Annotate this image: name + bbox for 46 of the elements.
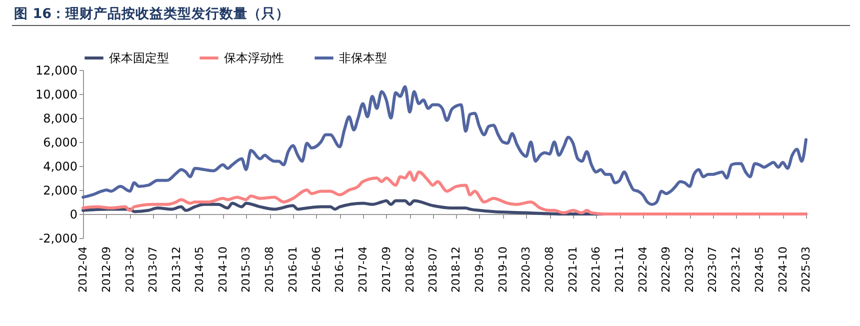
x-tick-label: 2018-12 (450, 246, 463, 292)
x-tick-label: 2019-05 (472, 246, 486, 292)
x-tick-label: 2015-03 (240, 246, 253, 292)
legend-label: 非保本型 (339, 51, 387, 65)
line-series (82, 85, 808, 206)
x-tick-label: 2014-10 (216, 246, 230, 292)
x-tick-label: 2023-12 (730, 246, 743, 292)
x-tick-label: 2021-06 (590, 246, 603, 292)
x-tick-label: 2016-11 (333, 246, 346, 292)
x-tick-label: 2012-04 (76, 246, 90, 292)
y-tick-label: -2,000 (38, 232, 78, 246)
x-tick-label: 2022-04 (636, 246, 650, 292)
y-tick-label: 12,000 (36, 64, 78, 78)
x-tick-label: 2013-12 (170, 246, 183, 292)
y-tick-label: 4,000 (43, 160, 78, 174)
x-tick-label: 2016-01 (286, 246, 300, 292)
y-tick-label: 10,000 (36, 88, 78, 102)
line-series (82, 170, 808, 216)
x-tick-label: 2012-09 (100, 246, 113, 292)
x-tick-label: 2018-07 (426, 246, 440, 292)
x-tick-label: 2015-08 (263, 246, 276, 292)
y-tick-label: 8,000 (43, 112, 78, 126)
x-tick-label: 2013-02 (123, 246, 136, 292)
y-tick-label: 6,000 (43, 136, 78, 150)
x-tick-label: 2024-05 (752, 246, 766, 292)
x-tick-label: 2024-10 (776, 246, 790, 292)
x-tick-label: 2023-02 (683, 246, 696, 292)
legend-label: 保本固定型 (109, 51, 169, 65)
y-tick-label: 2,000 (43, 184, 78, 198)
x-tick-label: 2018-02 (403, 246, 416, 292)
x-tick-label: 2021-11 (613, 246, 626, 292)
x-tick-label: 2019-10 (496, 246, 510, 292)
x-tick-label: 2016-06 (310, 246, 323, 292)
x-tick-label: 2020-08 (543, 246, 556, 292)
x-tick-label: 2023-07 (706, 246, 720, 292)
y-tick-label: 0 (70, 208, 78, 222)
x-tick-label: 2021-01 (566, 246, 580, 292)
x-tick-label: 2017-04 (356, 246, 370, 292)
x-tick-label: 2013-07 (146, 246, 160, 292)
x-tick-label: 2017-09 (380, 246, 393, 292)
x-tick-label: 2020-03 (520, 246, 533, 292)
chart-title: 图 16：理财产品按收益类型发行数量（只） (14, 5, 290, 23)
x-tick-label: 2025-03 (800, 246, 812, 292)
legend-label: 保本浮动性 (224, 51, 284, 65)
x-tick-label: 2014-05 (192, 246, 206, 292)
x-tick-label: 2022-09 (660, 246, 673, 292)
